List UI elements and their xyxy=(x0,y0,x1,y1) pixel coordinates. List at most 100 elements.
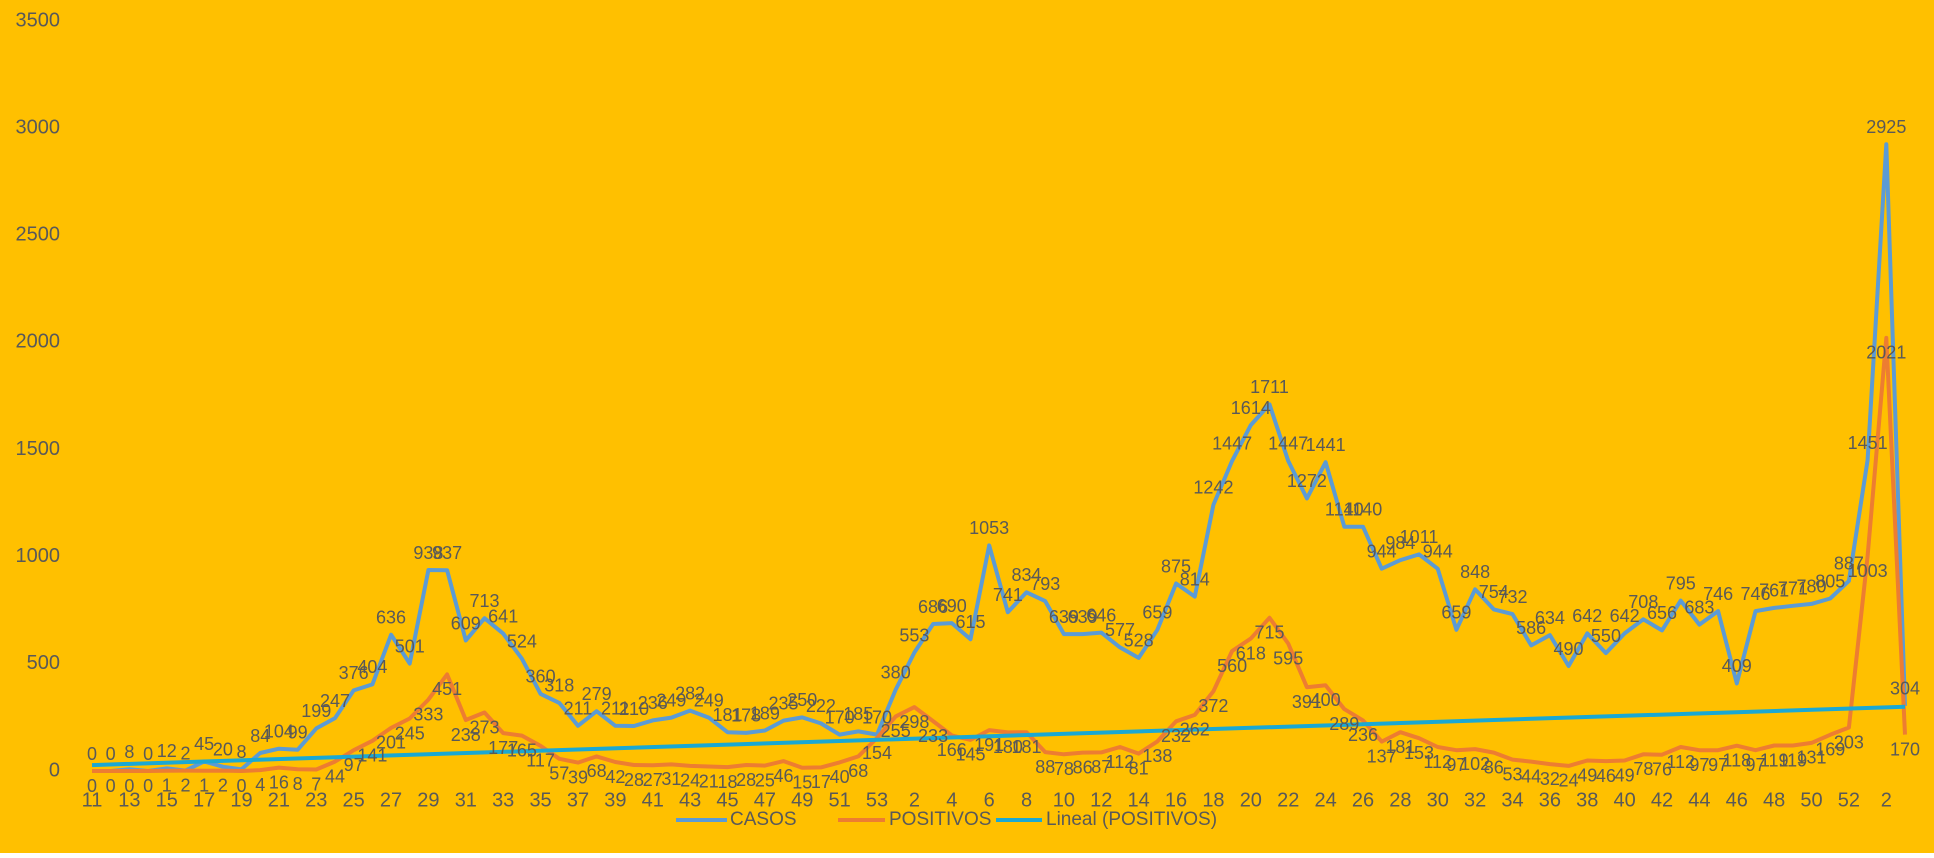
data-label: 376 xyxy=(339,663,369,683)
x-tick-label: 11 xyxy=(82,789,103,811)
data-label: 232 xyxy=(1161,726,1191,746)
data-label: 118 xyxy=(1722,750,1751,770)
data-label: 203 xyxy=(1834,732,1864,752)
x-tick-label: 39 xyxy=(604,789,626,811)
data-label: 7 xyxy=(311,774,321,794)
x-tick-label: 33 xyxy=(492,789,514,811)
data-label: 97 xyxy=(1745,755,1765,775)
data-label: 165 xyxy=(507,740,537,760)
data-label: 761 xyxy=(1759,581,1789,601)
data-label: 944 xyxy=(1423,541,1453,561)
data-label: 238 xyxy=(451,725,481,745)
data-label: 553 xyxy=(899,625,929,645)
data-label: 169 xyxy=(1815,740,1845,760)
data-label: 181 xyxy=(1012,737,1042,757)
data-label: 0 xyxy=(124,776,134,796)
data-label: 641 xyxy=(488,606,518,626)
data-label: 754 xyxy=(1479,582,1509,602)
x-tick-label: 46 xyxy=(1726,789,1748,811)
data-label: 501 xyxy=(395,636,425,656)
data-label: 8 xyxy=(124,742,134,762)
data-label: 1447 xyxy=(1268,434,1308,454)
data-label: 154 xyxy=(862,743,892,763)
data-label: 97 xyxy=(1708,755,1728,775)
data-label: 87 xyxy=(1091,757,1111,777)
data-label: 211 xyxy=(564,699,593,719)
x-tick-label: 14 xyxy=(1128,789,1150,811)
data-label: 255 xyxy=(881,721,911,741)
data-label: 88 xyxy=(1035,757,1055,777)
data-label: 659 xyxy=(1441,603,1471,623)
data-label: 0 xyxy=(106,776,116,796)
legend-label: CASOS xyxy=(730,809,797,830)
data-label: 24 xyxy=(680,771,700,791)
data-label: 741 xyxy=(993,585,1023,605)
data-label: 57 xyxy=(549,764,569,784)
legend-label: POSITIVOS xyxy=(889,809,991,830)
data-label: 282 xyxy=(675,683,705,703)
series-line xyxy=(92,335,1907,773)
data-label: 404 xyxy=(357,657,387,677)
data-label: 1272 xyxy=(1287,471,1327,491)
data-label: 333 xyxy=(413,704,443,724)
data-label: 104 xyxy=(264,721,294,741)
data-label: 690 xyxy=(937,596,967,616)
data-label: 211 xyxy=(601,699,630,719)
data-label: 2021 xyxy=(1866,343,1906,363)
data-label: 1003 xyxy=(1848,561,1888,581)
x-tick-label: 47 xyxy=(754,789,776,811)
data-label: 795 xyxy=(1666,573,1696,593)
data-label: 68 xyxy=(587,761,607,781)
data-label: 2925 xyxy=(1866,117,1906,137)
data-label: 145 xyxy=(955,745,985,765)
data-label: 76 xyxy=(1652,759,1672,779)
data-label: 304 xyxy=(1890,679,1920,699)
x-tick-label: 53 xyxy=(866,789,888,811)
series-line xyxy=(92,142,1907,773)
data-label: 39 xyxy=(568,767,588,787)
data-label: 21 xyxy=(699,771,719,791)
y-tick-label: 3000 xyxy=(16,116,61,138)
data-label: 2 xyxy=(180,743,190,763)
data-label: 112 xyxy=(1423,752,1452,772)
data-label: 8 xyxy=(237,742,247,762)
data-label: 236 xyxy=(638,693,668,713)
data-label: 634 xyxy=(1535,608,1565,628)
y-tick-label: 3500 xyxy=(16,9,61,31)
x-tick-label: 2 xyxy=(1881,789,1892,811)
data-label: 46 xyxy=(1596,766,1616,786)
data-label: 170 xyxy=(862,707,892,727)
y-tick-label: 2500 xyxy=(16,224,61,246)
data-label: 28 xyxy=(624,770,644,790)
data-label: 0 xyxy=(143,744,153,764)
x-tick-label: 45 xyxy=(716,789,738,811)
data-label: 78 xyxy=(1054,759,1074,779)
data-label: 210 xyxy=(619,699,649,719)
data-label: 49 xyxy=(1615,765,1635,785)
data-label: 732 xyxy=(1497,587,1527,607)
x-tick-label: 15 xyxy=(156,789,178,811)
x-tick-label: 40 xyxy=(1614,789,1636,811)
data-label: 875 xyxy=(1161,556,1191,576)
data-label: 189 xyxy=(750,703,780,723)
legend-label: Lineal (POSITIVOS) xyxy=(1046,809,1217,830)
data-label: 490 xyxy=(1554,639,1584,659)
data-label: 153 xyxy=(1404,743,1434,763)
data-label: 1 xyxy=(162,776,172,796)
data-label: 250 xyxy=(787,690,817,710)
data-label: 528 xyxy=(1124,631,1154,651)
data-label: 86 xyxy=(1484,757,1504,777)
data-label: 178 xyxy=(731,706,761,726)
x-tick-label: 44 xyxy=(1688,789,1710,811)
x-tick-label: 10 xyxy=(1053,789,1075,811)
x-tick-label: 36 xyxy=(1539,789,1561,811)
data-label: 44 xyxy=(1521,766,1541,786)
x-tick-label: 26 xyxy=(1352,789,1374,811)
data-label: 247 xyxy=(320,691,350,711)
x-tick-label: 16 xyxy=(1165,789,1187,811)
data-label: 17 xyxy=(811,772,831,792)
data-label: 708 xyxy=(1628,592,1658,612)
data-label: 586 xyxy=(1516,618,1546,638)
y-tick-label: 2000 xyxy=(16,331,61,353)
